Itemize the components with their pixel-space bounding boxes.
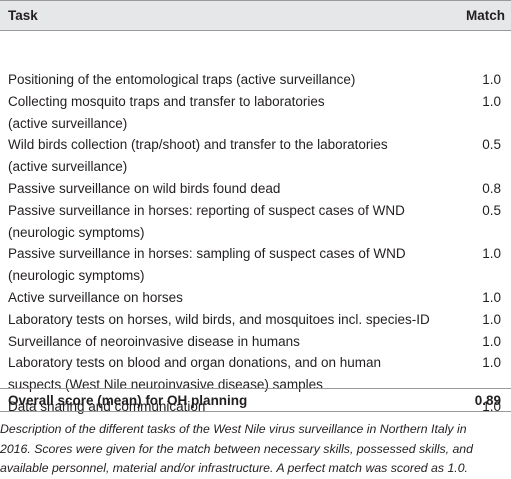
table-row: Positioning of the entomological traps (… (0, 69, 511, 91)
summary-value: 0.89 (474, 392, 501, 408)
match-cell: 1.0 (482, 93, 501, 109)
match-cell: 1.0 (482, 398, 501, 414)
table-row: Collecting mosquito traps and transfer t… (0, 91, 511, 135)
match-cell: 1.0 (482, 289, 501, 305)
task-text: Data sharing and communication (8, 398, 206, 414)
header-cell: Match (465, 8, 505, 23)
task-cell: Collecting mosquito traps and transfer t… (0, 91, 441, 135)
table-row: Passive surveillance in horses: sampling… (0, 243, 511, 287)
task-text: Passive surveillance in horses: reportin… (8, 202, 405, 218)
task-cell: Passive surveillance in horses: sampling… (0, 243, 441, 287)
match-cell: 1.0 (482, 355, 501, 371)
table-row: Laboratory tests on horses, wild birds, … (0, 309, 511, 331)
header-cell: Task (8, 8, 38, 23)
match-cell: 1.0 (482, 333, 501, 349)
caption-line: Description of the different tasks of th… (0, 422, 467, 436)
table-row: Data sharing and communication 1.0 (0, 396, 511, 418)
task-cell: Data sharing and communication (0, 396, 441, 418)
caption-line: 2016. Scores were given for the match be… (0, 441, 473, 456)
match-cell: 0.5 (482, 202, 501, 218)
table-body: Positioning of the entomological traps (… (0, 31, 511, 420)
task-text: Laboratory tests on blood and organ dona… (8, 355, 382, 371)
match-cell: 0.5 (482, 137, 501, 153)
summary-label: Overall score (mean) for OH planning (8, 392, 248, 408)
table-header: Task Match (0, 0, 511, 31)
caption: Description of the different tasks of th… (0, 420, 511, 479)
task-cell: Positioning of the entomological traps (… (0, 69, 441, 91)
task-cell: Passive surveillance on wild birds found… (0, 178, 441, 200)
task-text: (active surveillance) (8, 115, 128, 131)
match-cell: 1.0 (482, 72, 501, 87)
task-text: (neurologic symptoms) (8, 268, 145, 284)
task-cell: Active surveillance on horses (0, 287, 441, 309)
task-text: Laboratory tests on horses, wild birds, … (8, 311, 430, 327)
summary-row: Overall score (mean) for OH planning 0.8… (0, 388, 511, 412)
task-text: Positioning of the entomological traps (… (8, 72, 356, 87)
table-row: Passive surveillance in horses: reportin… (0, 200, 511, 244)
table-row: Active surveillance on horses 1.0 (0, 287, 511, 309)
match-cell: 1.0 (482, 246, 501, 262)
table-row: Passive surveillance on wild birds found… (0, 178, 511, 200)
task-cell: Laboratory tests on horses, wild birds, … (0, 309, 441, 331)
table: Task Match Positioning of the entomologi… (0, 0, 511, 420)
task-cell: Surveillance of neoroinvasive disease in… (0, 331, 441, 353)
match-cell: 1.0 (482, 311, 501, 327)
task-text: (active surveillance) (8, 159, 128, 175)
match-cell: 0.8 (482, 180, 501, 196)
caption-line: available personnel, material and/or inf… (0, 461, 468, 475)
task-text: Passive surveillance on wild birds found… (8, 180, 281, 196)
task-text: Surveillance of neoroinvasive disease in… (8, 333, 300, 349)
task-cell: Wild birds collection (trap/shoot) and t… (0, 134, 441, 178)
task-text: Passive surveillance in horses: sampling… (8, 246, 406, 262)
task-text: Wild birds collection (trap/shoot) and t… (8, 137, 388, 153)
task-text: (neurologic symptoms) (8, 224, 145, 240)
table-row: Surveillance of neoroinvasive disease in… (0, 331, 511, 353)
task-text: Active surveillance on horses (8, 289, 183, 305)
task-cell: Passive surveillance in horses: reportin… (0, 200, 441, 244)
task-text: Collecting mosquito traps and transfer t… (8, 93, 325, 109)
table-row: Wild birds collection (trap/shoot) and t… (0, 134, 511, 178)
